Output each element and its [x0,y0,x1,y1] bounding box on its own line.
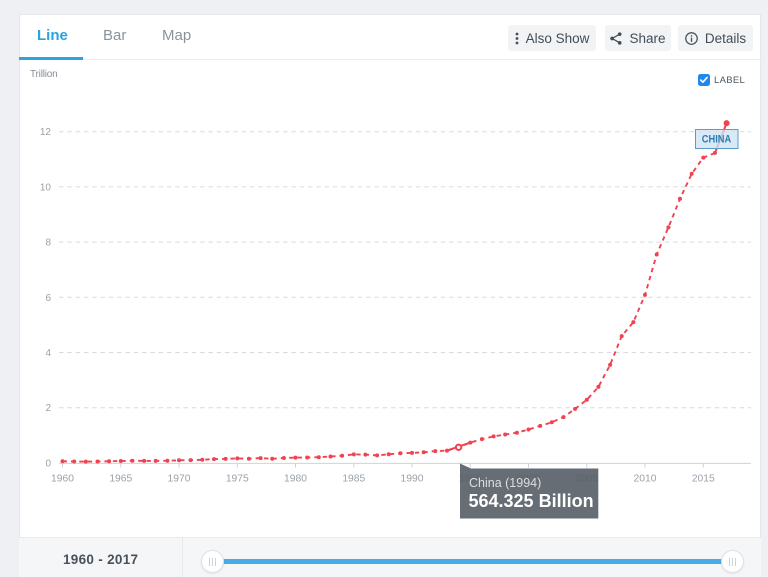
svg-text:Trillion: Trillion [30,69,57,80]
svg-text:10: 10 [40,182,52,193]
svg-text:1975: 1975 [226,474,249,485]
svg-text:1990: 1990 [401,474,424,485]
svg-text:6: 6 [45,293,51,304]
svg-text:1985: 1985 [342,474,365,485]
svg-text:2015: 2015 [692,474,715,485]
svg-text:1970: 1970 [168,474,191,485]
svg-text:564.325 Billion: 564.325 Billion [469,491,594,511]
svg-text:CHINA: CHINA [702,134,731,146]
svg-text:12: 12 [40,127,52,138]
svg-text:1980: 1980 [284,474,307,485]
svg-text:1965: 1965 [109,474,132,485]
svg-text:2: 2 [45,403,51,414]
svg-text:4: 4 [45,348,51,359]
svg-text:China (1994): China (1994) [469,476,541,490]
svg-text:1960: 1960 [51,474,74,485]
svg-text:2010: 2010 [634,474,657,485]
svg-text:8: 8 [45,238,51,249]
svg-text:0: 0 [45,458,51,469]
